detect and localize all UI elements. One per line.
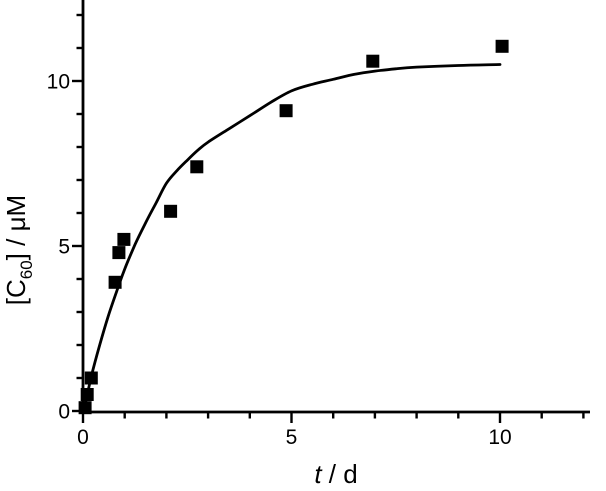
- data-point-marker: [78, 401, 92, 415]
- x-axis-unit: / d: [322, 459, 358, 489]
- data-point-marker: [495, 39, 509, 53]
- data-point-marker: [190, 160, 204, 174]
- data-point-marker: [108, 275, 122, 289]
- y-axis-unit: ] / μM: [1, 195, 31, 261]
- data-point-marker: [279, 104, 293, 118]
- y-tick-label: 5: [58, 236, 70, 259]
- data-point-marker: [80, 388, 94, 401]
- y-axis-species-prefix: [C: [1, 279, 31, 305]
- y-axis-subscript: 60: [17, 260, 36, 279]
- data-point-marker: [117, 232, 131, 246]
- plot-area: 0 5 10 0 5 10: [47, 0, 590, 449]
- x-tick-label: 0: [77, 426, 89, 449]
- x-axis-title: t / d: [314, 459, 357, 489]
- x-tick-label: 10: [488, 426, 511, 449]
- data-point-marker: [164, 204, 178, 218]
- data-point-marker: [366, 54, 380, 68]
- axes-lines: [81, 0, 590, 414]
- y-axis-title: [C60] / μM: [1, 195, 36, 305]
- fit-curve-line: [82, 63, 502, 413]
- data-point-marker: [84, 371, 98, 385]
- y-tick-label: 0: [58, 401, 70, 424]
- y-tick-label: 10: [47, 71, 70, 94]
- x-axis-variable: t: [314, 459, 323, 489]
- x-tick-label: 5: [286, 426, 298, 449]
- data-point-marker: [112, 246, 126, 260]
